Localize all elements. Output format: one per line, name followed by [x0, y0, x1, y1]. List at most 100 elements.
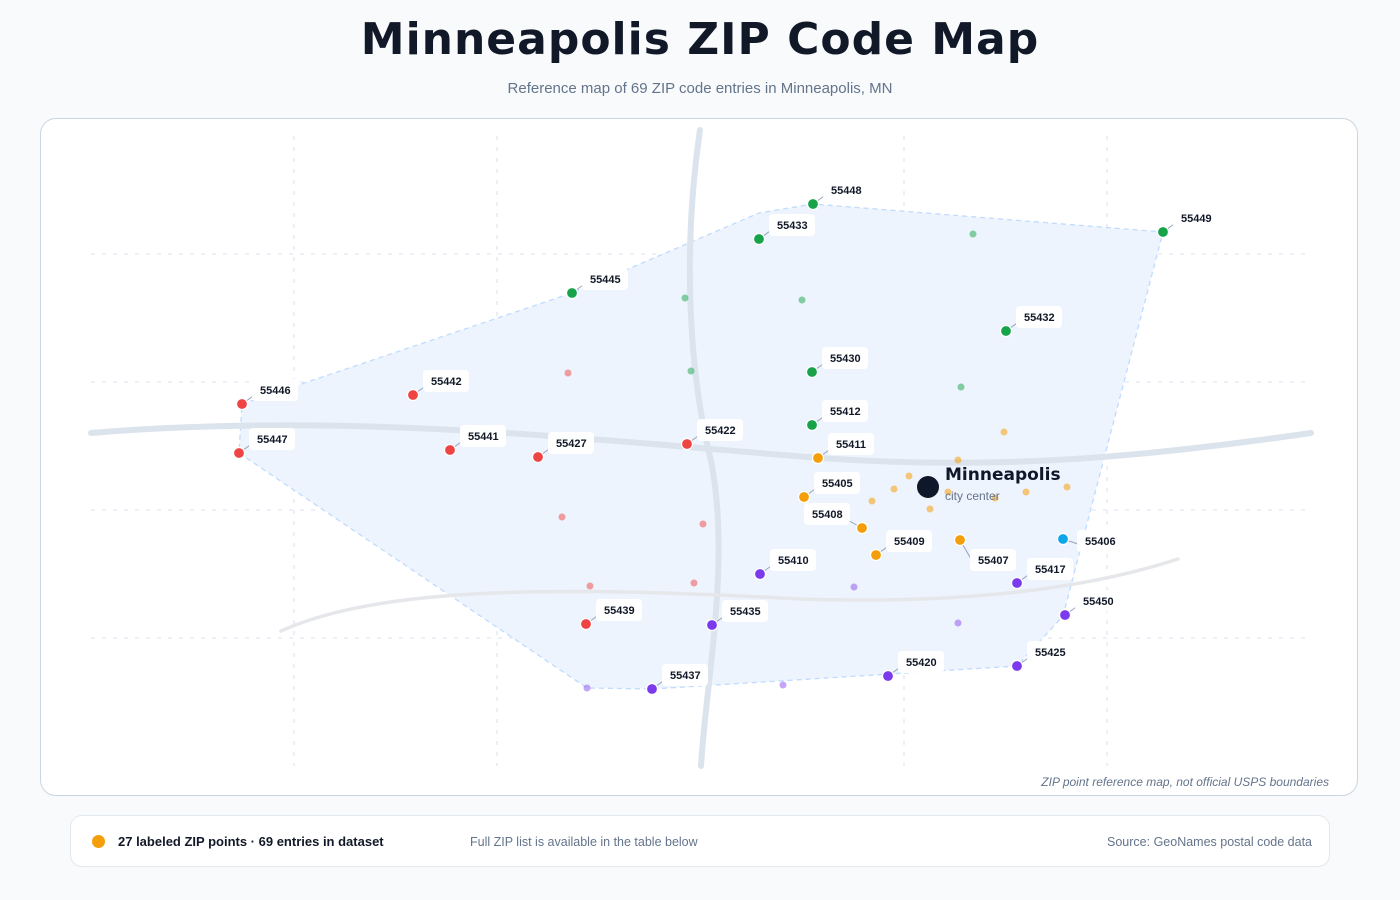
zip-marker-55422[interactable]: 55422 — [680, 419, 744, 451]
zip-dot — [753, 567, 767, 581]
zip-marker-55410[interactable]: 55410 — [753, 549, 817, 581]
zip-label: 55447 — [257, 434, 288, 446]
city-caption: city center — [945, 489, 1000, 503]
legend-bar: 27 labeled ZIP points · 69 entries in da… — [70, 815, 1330, 867]
zip-dot — [806, 197, 820, 211]
zip-dot — [805, 365, 819, 379]
zip-marker-55417[interactable]: 55417 — [1010, 558, 1074, 590]
zip-point-small — [583, 684, 591, 692]
road-east-west — [88, 422, 1314, 466]
zip-point-small — [957, 383, 965, 391]
zip-marker-55442[interactable]: 55442 — [406, 370, 470, 402]
zip-map: 55448 55433 55449 55445 55432 55430 55412 55446… — [88, 127, 1314, 769]
labeled-points: 55448 55433 55449 55445 55432 55430 55412 55446… — [232, 179, 1220, 696]
zip-marker-55448[interactable]: 55448 — [806, 179, 870, 211]
zip-dot — [869, 548, 883, 562]
zip-marker-55446[interactable]: 55446 — [235, 379, 299, 411]
zip-label: 55427 — [556, 438, 587, 450]
zip-dot — [999, 324, 1013, 338]
zip-label: 55449 — [1181, 213, 1212, 225]
zip-marker-55447[interactable]: 55447 — [232, 428, 296, 460]
zip-point-small — [1022, 488, 1030, 496]
zip-label: 55430 — [830, 353, 861, 365]
page-subtitle: Reference map of 69 ZIP code entries in … — [507, 80, 893, 97]
zip-marker-55411[interactable]: 55411 — [811, 433, 875, 465]
zip-marker-55441[interactable]: 55441 — [443, 425, 507, 457]
zip-point-small — [969, 230, 977, 238]
zip-dot — [1058, 608, 1072, 622]
zip-label: 55437 — [670, 670, 701, 682]
zip-point-small — [890, 485, 898, 493]
zip-label: 55432 — [1024, 312, 1055, 324]
zip-point-small — [586, 582, 594, 590]
zip-label: 55445 — [590, 274, 621, 286]
zip-label: 55442 — [431, 376, 462, 388]
zip-point-small — [1063, 483, 1071, 491]
road-north-south — [686, 127, 722, 769]
page-title: Minneapolis ZIP Code Map — [360, 14, 1040, 65]
zip-label-box — [460, 425, 506, 447]
zip-marker-55412[interactable]: 55412 — [805, 400, 869, 432]
zip-marker-55450[interactable]: 55450 — [1058, 590, 1122, 622]
zip-point-small — [944, 488, 952, 496]
zip-point-small — [798, 296, 806, 304]
zip-label-box — [249, 428, 295, 450]
zip-point-small — [1000, 428, 1008, 436]
road-south — [279, 557, 1180, 633]
zip-marker-55449[interactable]: 55449 — [1156, 207, 1220, 239]
zip-label-box — [886, 530, 932, 552]
zip-dot — [406, 388, 420, 402]
zip-label-box — [1016, 306, 1062, 328]
zip-dot — [705, 618, 719, 632]
zip-dot — [752, 232, 766, 246]
zip-dot — [232, 446, 246, 460]
zip-label: 55448 — [831, 185, 862, 197]
zip-marker-55437[interactable]: 55437 — [645, 664, 709, 696]
zip-dot — [811, 451, 825, 465]
zip-label-box — [423, 370, 469, 392]
zip-label: 55439 — [604, 605, 635, 617]
zip-label: 55435 — [730, 606, 761, 618]
zip-label-box — [828, 433, 874, 455]
zip-label-box — [970, 549, 1016, 571]
zip-marker-55445[interactable]: 55445 — [565, 268, 629, 300]
zip-label: 55412 — [830, 406, 861, 418]
zip-label: 55433 — [777, 220, 808, 232]
zip-point-small — [954, 456, 962, 464]
zip-marker-55432[interactable]: 55432 — [999, 306, 1063, 338]
zip-marker-55405[interactable]: 55405 — [797, 472, 861, 504]
zip-marker-55433[interactable]: 55433 — [752, 214, 816, 246]
zip-label-box — [769, 214, 815, 236]
zip-dot — [881, 669, 895, 683]
zip-marker-55409[interactable]: 55409 — [869, 530, 933, 562]
zip-label-box — [804, 503, 850, 525]
zip-marker-55420[interactable]: 55420 — [881, 651, 945, 683]
zip-label-box — [722, 600, 768, 622]
zip-marker-55406[interactable]: 55406 — [1056, 530, 1124, 552]
zip-marker-55430[interactable]: 55430 — [805, 347, 869, 379]
zip-marker-55435[interactable]: 55435 — [705, 600, 769, 632]
zip-marker-55425[interactable]: 55425 — [1010, 641, 1074, 673]
zip-marker-55427[interactable]: 55427 — [531, 432, 595, 464]
zip-marker-55439[interactable]: 55439 — [579, 599, 643, 631]
zip-label: 55407 — [978, 555, 1009, 567]
zip-label-box — [1077, 530, 1123, 552]
zip-point-small — [690, 579, 698, 587]
zip-point-small — [991, 494, 999, 502]
zip-label: 55422 — [705, 425, 736, 437]
zip-label: 55417 — [1035, 564, 1066, 576]
zip-marker-55407[interactable]: 55407 — [953, 533, 1017, 572]
zip-dot — [797, 490, 811, 504]
zip-dot — [1010, 659, 1024, 673]
zip-dot — [1056, 532, 1070, 546]
zip-point-small — [850, 583, 858, 591]
city-center-marker[interactable]: Minneapolis city center — [917, 465, 1061, 503]
zip-label: 55441 — [468, 431, 499, 443]
zip-marker-55408[interactable]: 55408 — [804, 503, 869, 535]
zip-label-box — [252, 379, 298, 401]
zip-dot — [1156, 225, 1170, 239]
zip-point-small — [558, 513, 566, 521]
zip-label: 55425 — [1035, 647, 1066, 659]
zip-point-small — [954, 619, 962, 627]
zip-label: 55410 — [778, 555, 809, 567]
